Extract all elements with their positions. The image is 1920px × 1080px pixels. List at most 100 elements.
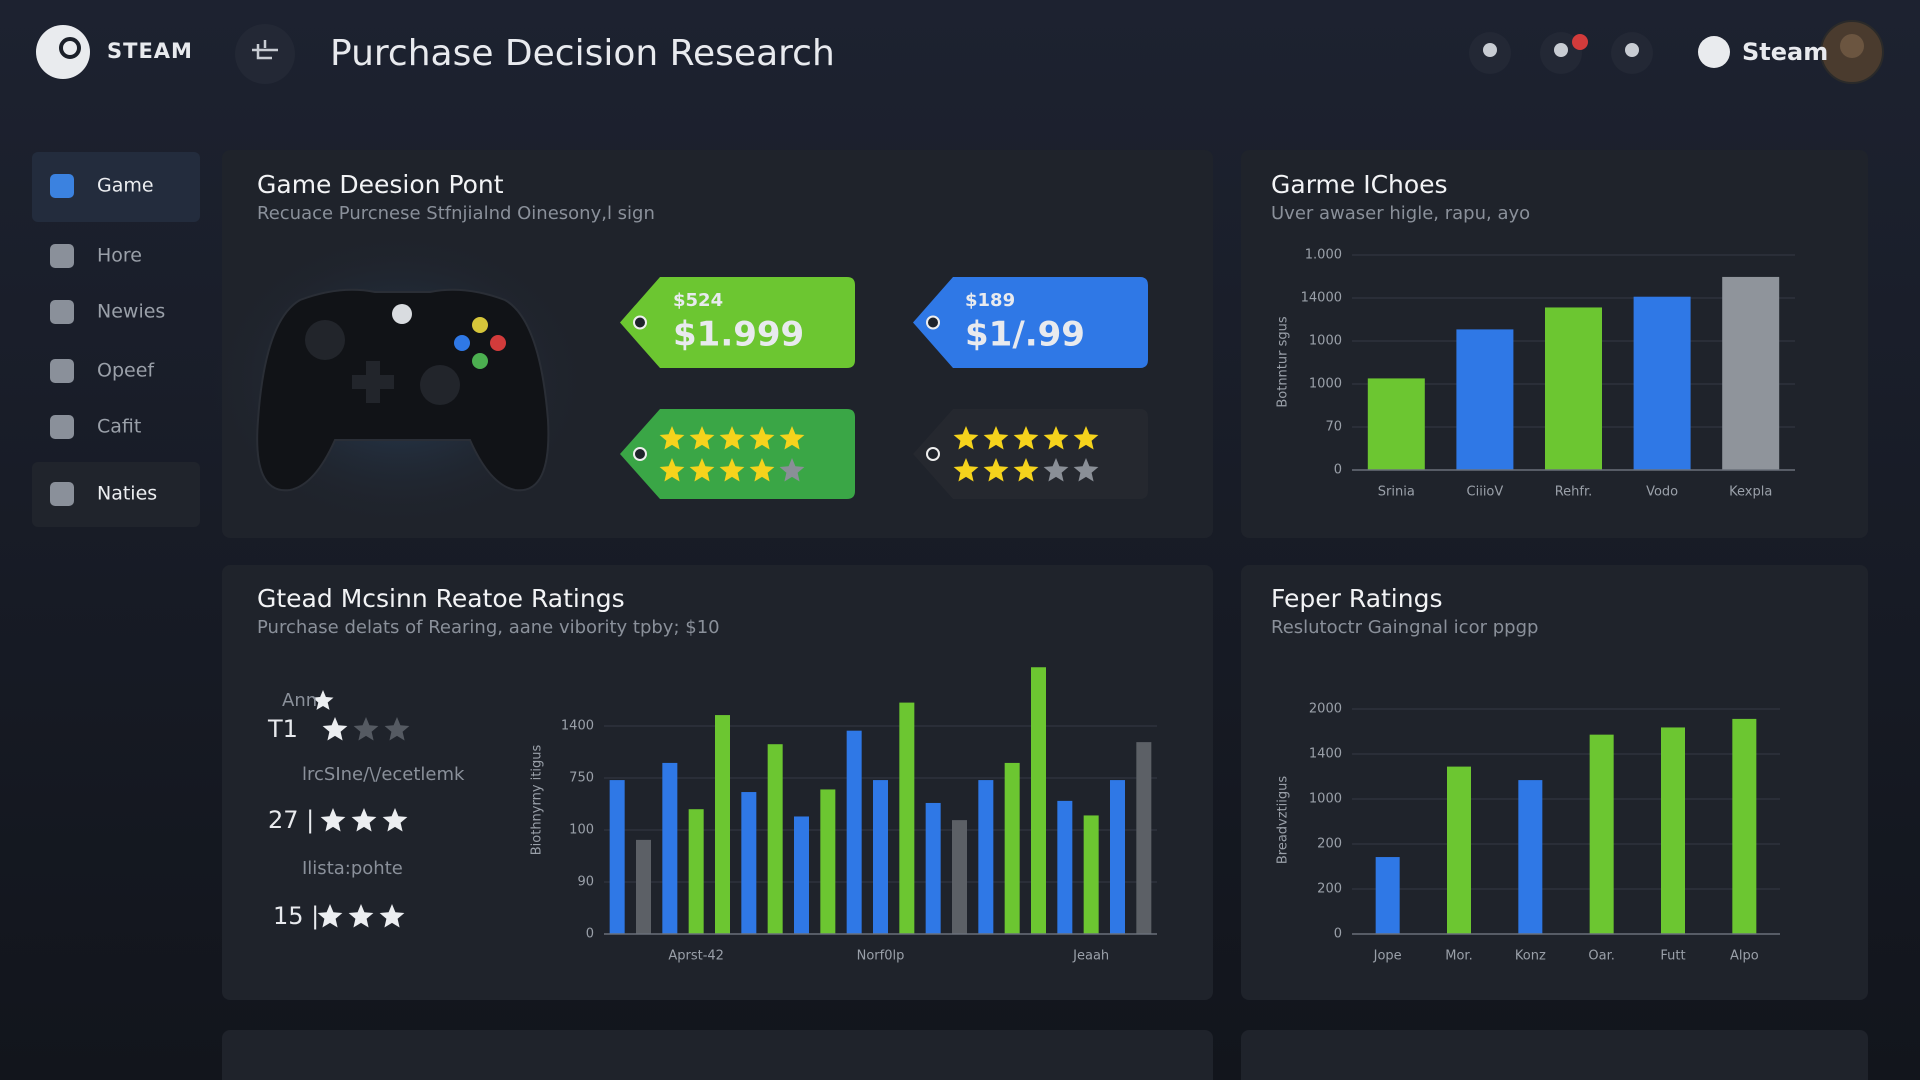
x-tick-label: Kexpla [1729, 485, 1772, 500]
panel [1241, 1030, 1868, 1080]
x-tick-label: Vodo [1646, 485, 1678, 500]
x-tick-label: Mor. [1445, 949, 1472, 964]
sidebar-icon [50, 300, 74, 324]
header-icon [1483, 43, 1497, 57]
star [348, 904, 374, 928]
panel [222, 1030, 1213, 1080]
bar [899, 702, 915, 934]
y-tick-label: 750 [569, 771, 594, 786]
sidebar-item[interactable]: Naties [97, 483, 157, 505]
star [379, 904, 405, 928]
bar [1004, 762, 1020, 934]
rating-label: Ann [282, 690, 317, 711]
y-tick-label: 0 [586, 927, 594, 942]
bar [1057, 800, 1073, 934]
y-tick-label: 14000 [1301, 291, 1342, 306]
bar [636, 839, 651, 934]
y-tick-label: 1.000 [1305, 248, 1342, 263]
x-tick-label: Alpo [1730, 949, 1759, 964]
y-tick-label: 200 [1317, 837, 1342, 852]
controller-button [454, 335, 470, 351]
x-tick-label: CiiioV [1467, 485, 1504, 500]
y-axis-label: Botnntur sgus [1276, 316, 1291, 408]
x-tick-label: Rehfr. [1555, 485, 1593, 500]
panel-subtitle: Reslutoctr Gaingnal icor ppgp [1271, 617, 1538, 638]
x-tick-label: Srinia [1378, 485, 1415, 500]
sidebar-item[interactable]: Game [97, 175, 154, 197]
tag-hole [926, 447, 940, 461]
sidebar-item[interactable]: Opeef [97, 360, 155, 382]
tag [620, 277, 855, 368]
nav-button[interactable] [235, 24, 295, 84]
bar [1545, 307, 1602, 470]
sidebar-icon [50, 482, 74, 506]
star [953, 458, 979, 482]
star [1073, 426, 1099, 450]
bar [609, 780, 625, 934]
bar [1375, 857, 1400, 934]
account-name[interactable]: Steam [1742, 38, 1828, 66]
price: $1.999 [673, 315, 804, 355]
tag-hole [633, 447, 647, 461]
decorations [32, 20, 1884, 1080]
sidebar-icon [50, 415, 74, 439]
y-axis-label: Breadvztiigus [1276, 776, 1291, 865]
tag-hole [633, 315, 647, 330]
bar [952, 820, 967, 934]
star [1043, 426, 1069, 450]
controller-button [472, 353, 488, 369]
bar [978, 780, 994, 934]
panel-title: Feper Ratings [1271, 584, 1443, 613]
star [382, 808, 408, 832]
x-tick-label: Jeaah [1072, 949, 1109, 964]
star [320, 808, 346, 832]
star [1013, 458, 1039, 482]
star [351, 808, 377, 832]
account-logo[interactable] [1698, 36, 1730, 68]
header-icon [1554, 43, 1568, 57]
bar [820, 789, 836, 934]
bar [741, 792, 757, 934]
bar [1633, 296, 1691, 470]
star [322, 717, 348, 741]
notification-badge [1572, 34, 1588, 50]
y-tick-label: 1000 [1309, 377, 1342, 392]
y-axis-label: Biothnyrny itigus [530, 745, 545, 856]
rating-label: Ilista:pohte [302, 858, 403, 879]
y-tick-label: 0 [1334, 463, 1342, 478]
star [659, 458, 685, 482]
star [659, 426, 685, 450]
price-small: $524 [673, 290, 723, 311]
x-tick-label: Futt [1660, 949, 1685, 964]
sidebar-item[interactable]: Hore [97, 245, 142, 267]
bar [1722, 276, 1780, 470]
tag-hole [926, 315, 940, 330]
panel-subtitle: Purchase delats of Rearing, aane viborit… [257, 617, 720, 638]
panel-title: Garme IChoes [1271, 170, 1448, 199]
sidebar-item[interactable]: Newies [97, 301, 165, 323]
content: Game Hore Newies Opeef Cafit Naties $524 $1.999… [97, 175, 1795, 964]
panel-title: Game Deesion Pont [257, 170, 504, 199]
star [1073, 458, 1099, 482]
rating-label: 15 | [273, 902, 319, 930]
star [353, 717, 379, 741]
bar [688, 809, 704, 934]
star [317, 904, 343, 928]
y-tick-label: 2000 [1309, 702, 1342, 717]
x-tick-label: Jope [1373, 949, 1402, 964]
sidebar-item[interactable]: Cafit [97, 416, 141, 438]
bar [1136, 742, 1152, 934]
star [779, 458, 805, 482]
controller-dpad [352, 361, 394, 403]
steam-logo-inner [59, 37, 81, 59]
star [689, 426, 715, 450]
panel-subtitle: Recuace Purcnese Stfnjialnd Oinesony,l s… [257, 203, 655, 224]
star [719, 426, 745, 450]
y-tick-label: 1000 [1309, 334, 1342, 349]
star [779, 426, 805, 450]
star [1043, 458, 1069, 482]
price-small: $189 [965, 290, 1015, 311]
x-tick-label: Oar. [1588, 949, 1614, 964]
bar [794, 816, 809, 934]
